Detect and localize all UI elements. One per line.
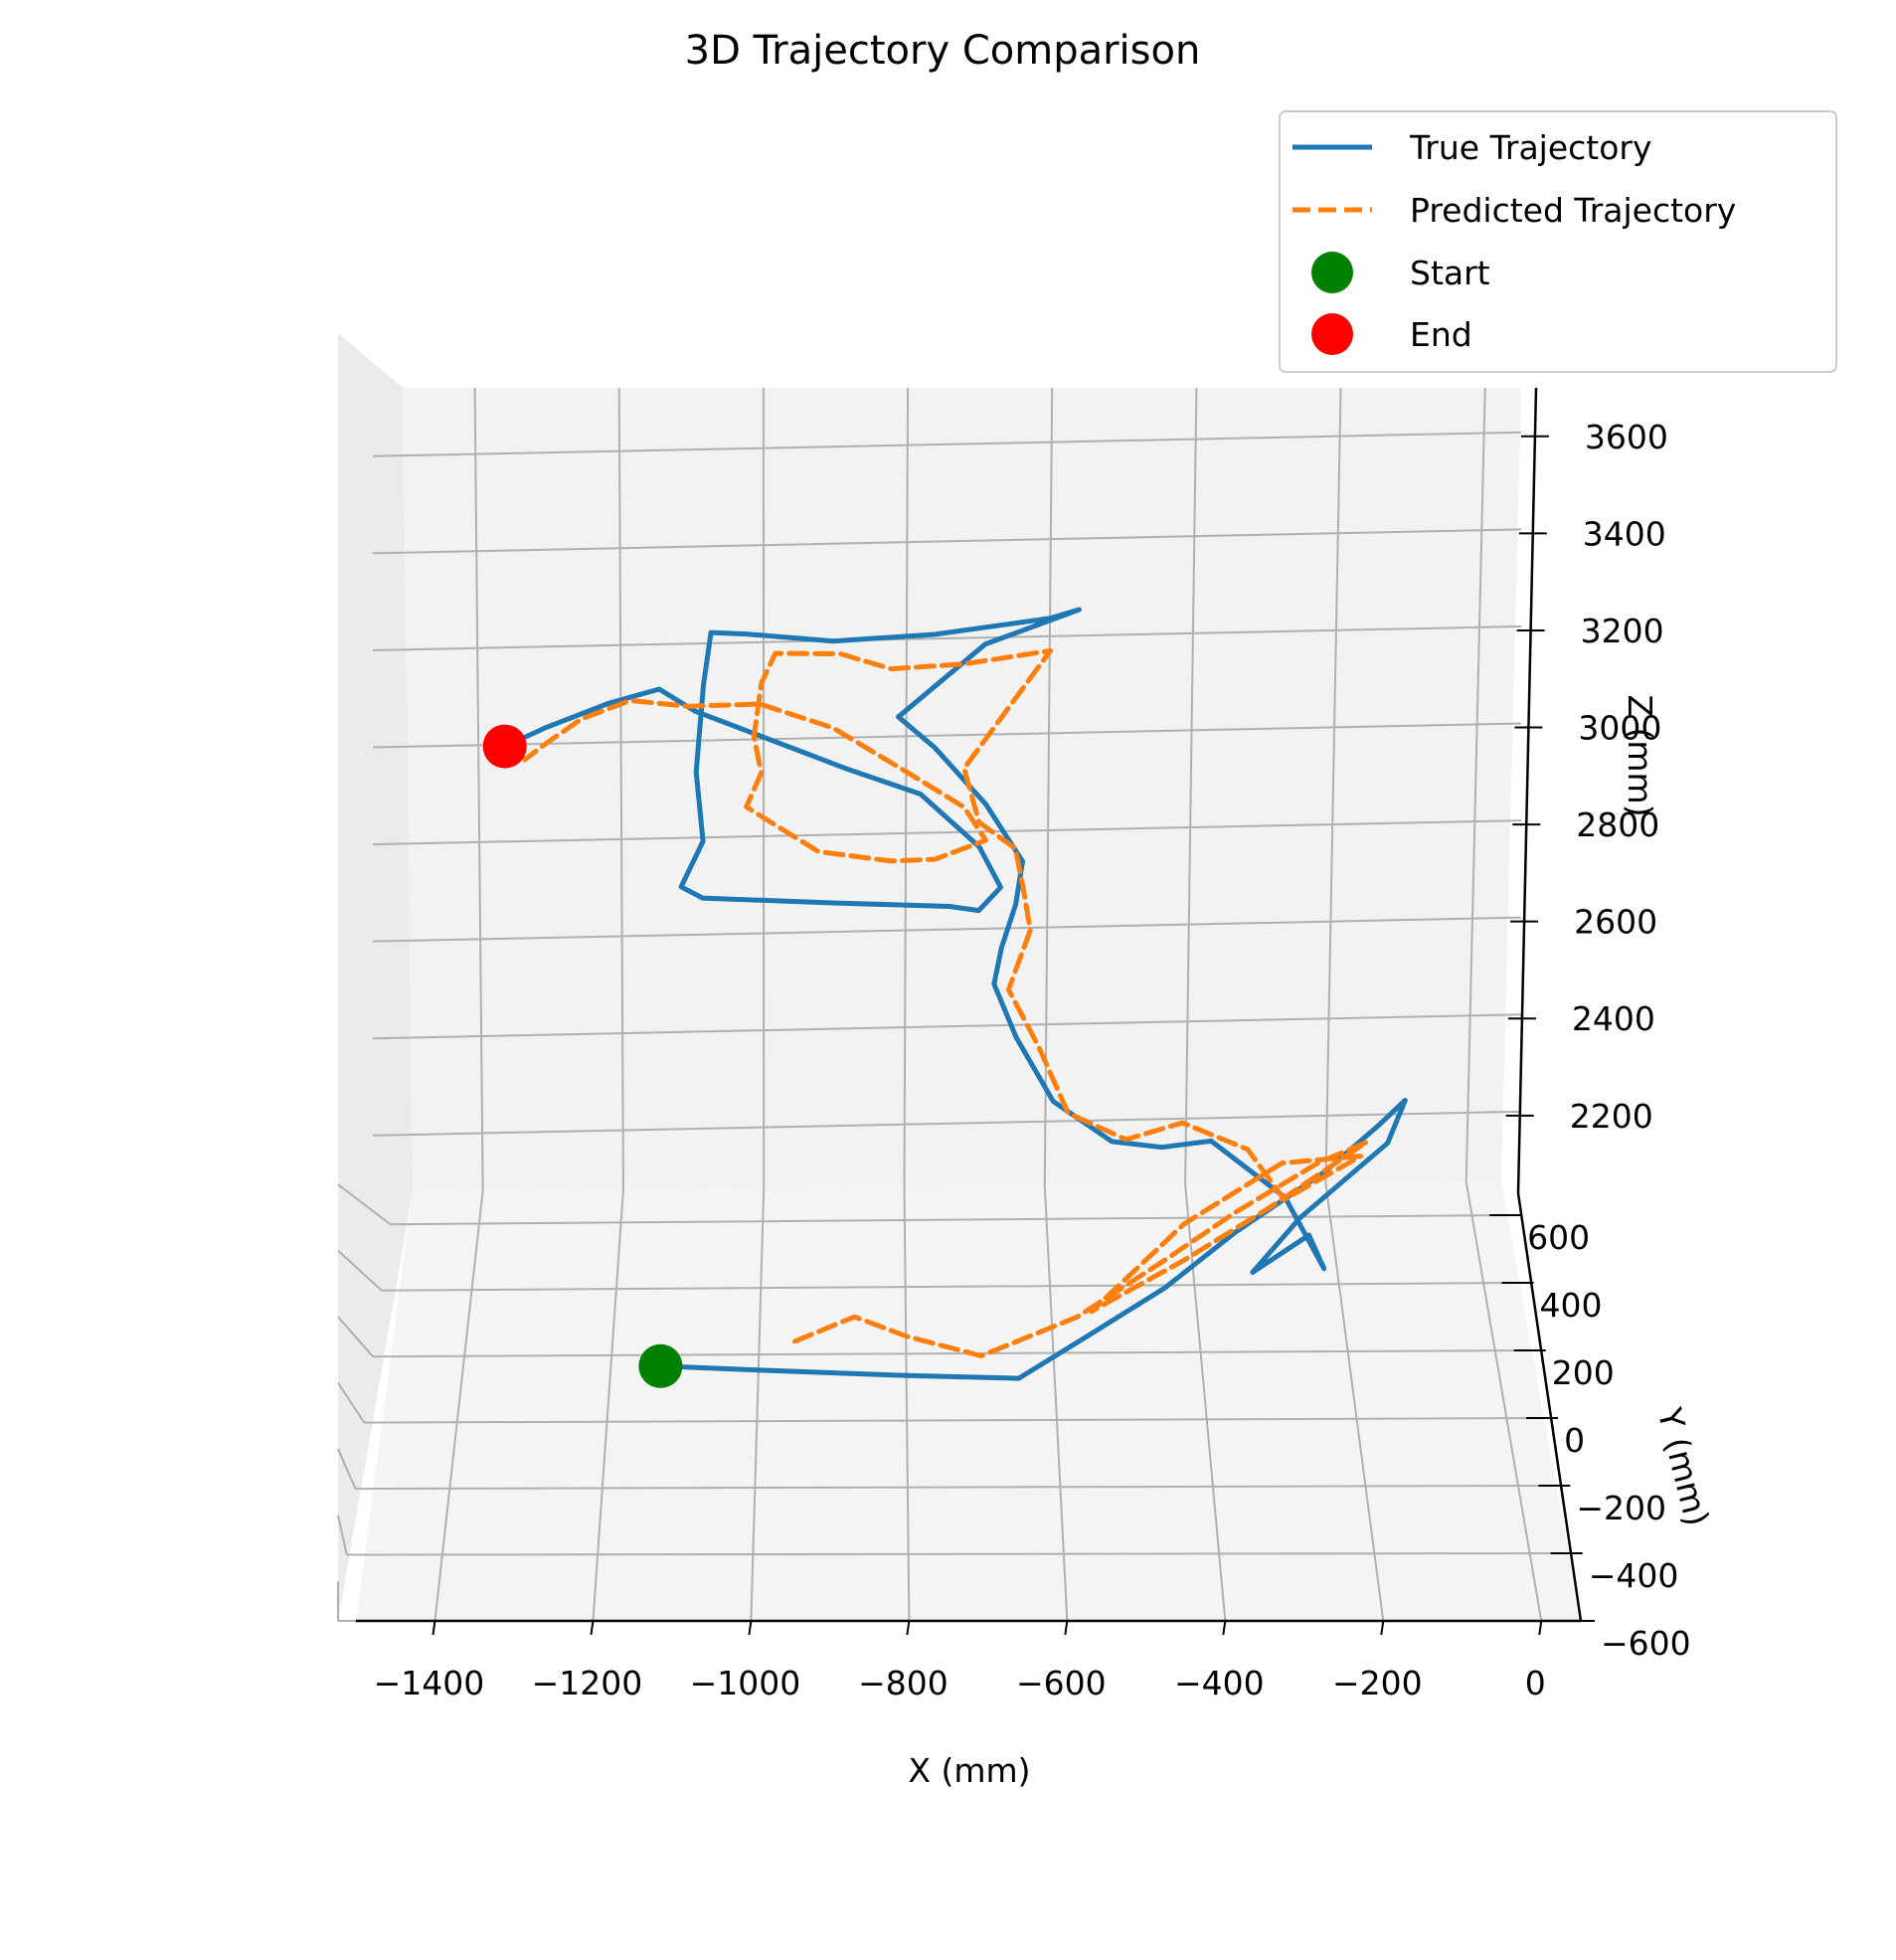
- y-tick-label: −400: [1589, 1556, 1679, 1595]
- z-gridline: [372, 431, 1522, 457]
- y-gridline-side: [337, 1448, 357, 1490]
- x-tick: [590, 1620, 595, 1636]
- x-tick-label: 0: [1525, 1664, 1546, 1702]
- y-tick-label: 0: [1564, 1421, 1585, 1460]
- y-gridline-floor: [355, 1485, 1557, 1491]
- axis-lines: [356, 387, 1583, 1623]
- x-gridline-wall: [617, 387, 624, 1190]
- z-tick-label: 2400: [1572, 999, 1655, 1038]
- end-marker: [482, 724, 527, 769]
- x-tick-label: −1200: [532, 1664, 643, 1702]
- legend-frame: [1279, 110, 1837, 373]
- x-tick: [1064, 1620, 1069, 1636]
- z-axis-line: [1516, 387, 1538, 1194]
- legend-end-marker: [1311, 313, 1353, 355]
- x-tick-label: −1000: [690, 1664, 801, 1702]
- axis-ticks: −1400 −1200 −1000 −800 −600 −400 −200 0 −600 −400…: [374, 418, 1691, 1702]
- x-tick-label: −600: [1016, 1664, 1107, 1702]
- x-gridline-wall: [1043, 387, 1054, 1186]
- y-gridline-side: [337, 1382, 366, 1424]
- legend-label-true: True Trajectory: [1409, 128, 1652, 167]
- x-tick: [1380, 1620, 1385, 1636]
- y-gridline-side: [337, 1316, 374, 1357]
- y-gridline-side: [337, 1515, 348, 1555]
- x-tick-label: −200: [1332, 1664, 1423, 1702]
- x-tick: [431, 1620, 436, 1636]
- floor-pane: [356, 1181, 1581, 1621]
- y-gridline-side: [337, 1249, 383, 1292]
- z-tick-label: 3000: [1578, 709, 1661, 748]
- y-tick-label: 600: [1527, 1218, 1590, 1257]
- y-axis-line: [1516, 1192, 1583, 1622]
- y-gridline-floor: [390, 1214, 1508, 1226]
- x-tick: [906, 1620, 911, 1636]
- x-gridline-floor: [592, 1188, 624, 1622]
- x-tick-label: −800: [858, 1664, 948, 1702]
- x-tick: [748, 1620, 753, 1636]
- x-gridline-wall: [1465, 387, 1486, 1182]
- z-tick-label: 3400: [1583, 514, 1666, 553]
- x-tick-label: −400: [1174, 1664, 1265, 1702]
- y-gridline-floor: [381, 1282, 1520, 1292]
- z-tick-label: 2600: [1574, 903, 1657, 942]
- legend-label-end: End: [1410, 315, 1472, 354]
- x-gridline-floor: [1465, 1181, 1543, 1622]
- x-gridline-wall: [1184, 387, 1198, 1184]
- x-gridline-floor: [903, 1186, 911, 1622]
- back-pane: [403, 388, 1521, 1191]
- x-tick-label: −1400: [374, 1664, 485, 1702]
- y-gridline-floor: [346, 1552, 1569, 1556]
- legend: True Trajectory Predicted Trajectory Sta…: [1279, 110, 1837, 373]
- x-gridline-wall: [473, 387, 484, 1191]
- left-side-pane: [338, 333, 413, 1621]
- z-tick-label: 3600: [1585, 418, 1668, 456]
- y-tick-label: −600: [1601, 1624, 1691, 1663]
- x-axis-title: X (mm): [908, 1751, 1030, 1790]
- legend-start-marker: [1311, 252, 1353, 293]
- x-gridline-floor: [433, 1190, 484, 1622]
- z-axis-title: Z (mm): [1621, 694, 1659, 816]
- true-trajectory-line: [502, 607, 1408, 1381]
- y-tick-label: 400: [1539, 1286, 1602, 1325]
- z-tick-label: 3200: [1581, 612, 1664, 650]
- y-gridline-floor: [364, 1417, 1545, 1424]
- y-tick-label: 200: [1552, 1353, 1615, 1392]
- y-tick-label: −200: [1576, 1489, 1666, 1527]
- y-gridline-floor: [373, 1349, 1532, 1358]
- z-gridline: [372, 1110, 1522, 1137]
- z-gridline: [372, 528, 1522, 555]
- start-marker: [638, 1343, 683, 1388]
- z-gridline: [372, 722, 1522, 749]
- trajectory-series: [502, 607, 1408, 1381]
- x-gridline-wall: [1324, 387, 1342, 1183]
- trajectory-markers: [482, 724, 683, 1388]
- x-gridline-floor: [1184, 1183, 1227, 1622]
- legend-label-start: Start: [1410, 254, 1490, 292]
- predicted-trajectory-line: [522, 647, 1369, 1358]
- y-gridline-side: [337, 1183, 392, 1226]
- z-tick-label: 2200: [1570, 1097, 1653, 1136]
- z-gridline: [372, 819, 1522, 846]
- x-gridline-floor: [750, 1187, 766, 1622]
- x-tick: [1538, 1620, 1543, 1636]
- x-gridline-floor: [1324, 1182, 1385, 1622]
- x-gridline-floor: [1043, 1185, 1069, 1622]
- legend-label-predicted: Predicted Trajectory: [1410, 191, 1736, 230]
- chart-title: 3D Trajectory Comparison: [685, 28, 1201, 74]
- x-tick: [1222, 1620, 1227, 1636]
- z-gridline: [372, 624, 1522, 651]
- z-tick-label: 2800: [1576, 805, 1659, 844]
